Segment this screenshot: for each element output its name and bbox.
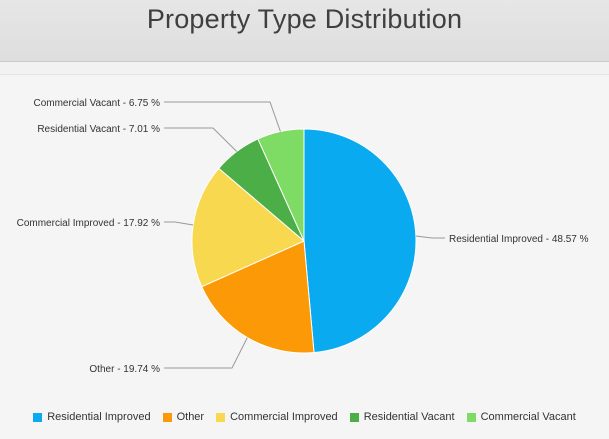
- data-label-other: Other - 19.74 %: [89, 364, 160, 375]
- legend-label: Commercial Vacant: [480, 411, 576, 423]
- legend-swatch: [216, 412, 226, 422]
- label-connector-line: [164, 101, 281, 132]
- legend-label: Residential Improved: [47, 411, 151, 423]
- legend-swatch: [466, 412, 476, 422]
- label-connector-line: [415, 235, 445, 239]
- pie-slice-residential-improved[interactable]: [303, 128, 417, 354]
- label-connector-line: [164, 221, 194, 226]
- data-label-residential-improved: Residential Improved - 48.57 %: [449, 234, 589, 245]
- legend-label: Other: [176, 411, 205, 423]
- legend-swatch: [33, 412, 43, 422]
- label-connector-line: [164, 337, 248, 369]
- legend-label: Residential Vacant: [363, 411, 455, 423]
- data-label-commercial-vacant: Commercial Vacant - 6.75 %: [33, 98, 160, 109]
- pie-slice-commercial-vacant[interactable]: [257, 128, 305, 242]
- legend-item-residential-improved[interactable]: Residential Improved: [33, 411, 151, 423]
- legend-item-residential-vacant[interactable]: Residential Vacant: [349, 411, 455, 423]
- legend-swatch: [162, 412, 172, 422]
- legend-item-commercial-improved[interactable]: Commercial Improved: [216, 411, 338, 423]
- label-connector-line: [164, 127, 238, 152]
- legend-swatch: [349, 412, 359, 422]
- chart-legend: Residential Improved Other Commercial Impr…: [0, 404, 609, 430]
- chart-header: Property Type Distribution: [0, 0, 609, 62]
- legend-label: Commercial Improved: [230, 411, 338, 423]
- legend-item-other[interactable]: Other: [162, 411, 205, 423]
- chart-title: Property Type Distribution: [146, 4, 463, 34]
- data-label-residential-vacant: Residential Vacant - 7.01 %: [37, 124, 160, 135]
- pie-slice-commercial-improved[interactable]: [191, 167, 305, 288]
- data-label-commercial-improved: Commercial Improved - 17.92 %: [17, 218, 160, 229]
- legend-item-commercial-vacant[interactable]: Commercial Vacant: [466, 411, 576, 423]
